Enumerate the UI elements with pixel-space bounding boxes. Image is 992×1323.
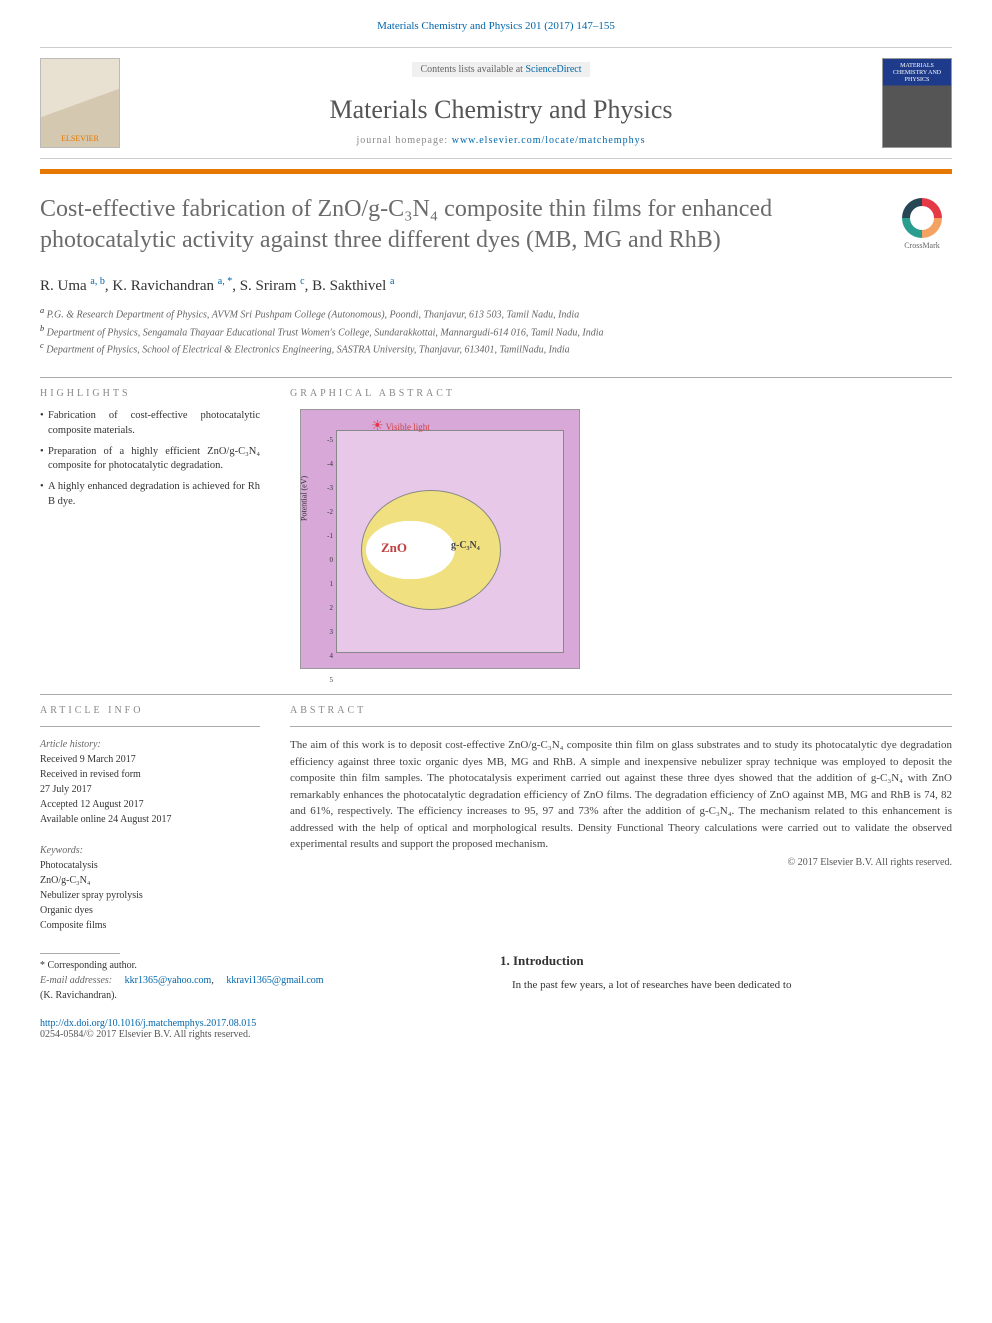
- article-title: Cost-effective fabrication of ZnO/g-C₃N₄…: [40, 194, 872, 256]
- journal-name: Materials Chemistry and Physics: [120, 95, 882, 125]
- email-label: E-mail addresses:: [40, 975, 112, 986]
- elsevier-logo: ELSEVIER: [40, 58, 120, 148]
- homepage-line: journal homepage: www.elsevier.com/locat…: [120, 135, 882, 146]
- abstract-heading: ABSTRACT: [290, 705, 952, 716]
- top-citation: Materials Chemistry and Physics 201 (201…: [40, 20, 952, 32]
- authors-line: R. Uma a, b, K. Ravichandran a, *, S. Sr…: [40, 276, 952, 295]
- keywords-label: Keywords:: [40, 843, 260, 858]
- keyword-item: Organic dyes: [40, 903, 260, 918]
- contents-prefix: Contents lists available at: [420, 64, 525, 75]
- journal-header: ELSEVIER Contents lists available at Sci…: [40, 47, 952, 159]
- contents-lists-line: Contents lists available at ScienceDirec…: [412, 62, 589, 77]
- corr-author-label: * Corresponding author.: [40, 958, 460, 973]
- highlight-item: Preparation of a highly efficient ZnO/g-…: [40, 445, 260, 474]
- history-line: Received in revised form: [40, 767, 260, 782]
- corr-author-name: (K. Ravichandran).: [40, 988, 460, 1003]
- keyword-item: Photocatalysis: [40, 858, 260, 873]
- email-link-2[interactable]: kkravi1365@gmail.com: [226, 975, 323, 986]
- highlight-item: Fabrication of cost-effective photocatal…: [40, 409, 260, 438]
- keyword-item: Composite films: [40, 918, 260, 933]
- article-info-heading: ARTICLE INFO: [40, 705, 260, 716]
- history-line: Received 9 March 2017: [40, 752, 260, 767]
- doi-link[interactable]: http://dx.doi.org/10.1016/j.matchemphys.…: [40, 1018, 256, 1029]
- footer-copyright: 0254-0584/© 2017 Elsevier B.V. All right…: [40, 1029, 952, 1040]
- crossmark-icon: [902, 198, 942, 238]
- highlight-item: A highly enhanced degradation is achieve…: [40, 480, 260, 509]
- history-line: Accepted 12 August 2017: [40, 797, 260, 812]
- history-line: Available online 24 August 2017: [40, 812, 260, 827]
- history-label: Article history:: [40, 737, 260, 752]
- graphical-abstract-heading: GRAPHICAL ABSTRACT: [290, 388, 952, 399]
- article-history: Article history: Received 9 March 2017Re…: [40, 737, 260, 827]
- highlights-heading: HIGHLIGHTS: [40, 388, 260, 399]
- email-link-1[interactable]: kkr1365@yahoo.com: [125, 975, 212, 986]
- ga-yticks: -5-4-3-2-1012345: [321, 428, 333, 692]
- ga-cn-label: g-C₃N₄: [451, 540, 480, 551]
- introduction-text: In the past few years, a lot of research…: [500, 979, 952, 991]
- ga-zno-label: ZnO: [381, 540, 407, 556]
- sciencedirect-link[interactable]: ScienceDirect: [525, 64, 581, 75]
- ga-yaxis-label: Potential (eV): [300, 476, 309, 521]
- keyword-item: ZnO/g-C₃N₄: [40, 873, 260, 888]
- homepage-link[interactable]: www.elsevier.com/locate/matchemphys: [452, 135, 646, 146]
- keyword-item: Nebulizer spray pyrolysis: [40, 888, 260, 903]
- corresponding-author-block: * Corresponding author. E-mail addresses…: [40, 953, 460, 1003]
- crossmark-badge[interactable]: CrossMark: [892, 194, 952, 254]
- orange-divider: [40, 169, 952, 174]
- crossmark-label: CrossMark: [904, 241, 940, 250]
- highlights-list: Fabrication of cost-effective photocatal…: [40, 409, 260, 509]
- abstract-text: The aim of this work is to deposit cost-…: [290, 737, 952, 853]
- keywords-block: Keywords: PhotocatalysisZnO/g-C₃N₄Nebuli…: [40, 843, 260, 933]
- graphical-abstract-figure: Potential (eV) -5-4-3-2-1012345 Visible …: [300, 409, 580, 669]
- ga-sun-label: Visible light: [371, 418, 430, 435]
- history-line: 27 July 2017: [40, 782, 260, 797]
- homepage-prefix: journal homepage:: [357, 135, 452, 146]
- abstract-copyright: © 2017 Elsevier B.V. All rights reserved…: [290, 857, 952, 868]
- journal-cover-thumbnail: MATERIALS CHEMISTRY AND PHYSICS: [882, 58, 952, 148]
- affiliations-block: a P.G. & Research Department of Physics,…: [40, 305, 952, 357]
- introduction-heading: 1. Introduction: [500, 953, 952, 969]
